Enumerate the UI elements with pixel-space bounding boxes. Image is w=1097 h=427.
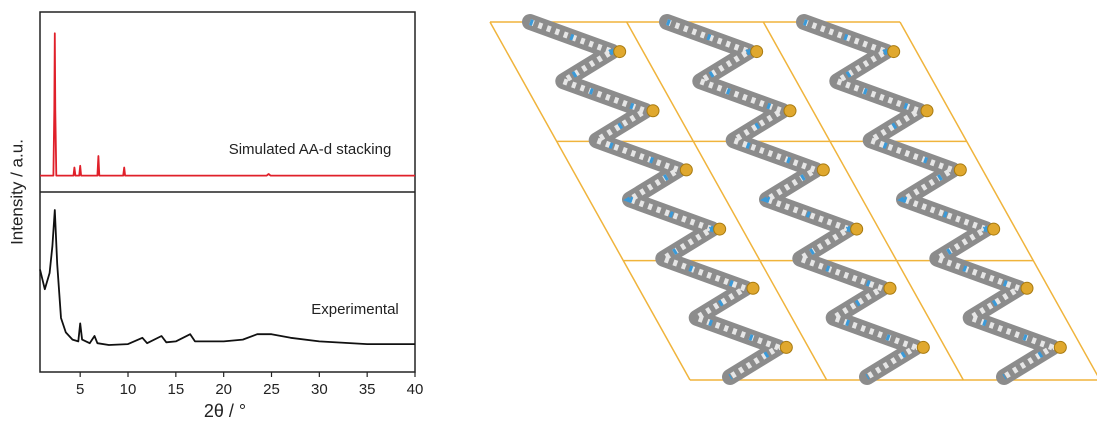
sulfur-atom (954, 164, 966, 176)
crystal-structure (490, 22, 1097, 380)
data-line (40, 210, 415, 345)
sulfur-atom (614, 46, 626, 58)
sulfur-atom (817, 164, 829, 176)
sulfur-atom (680, 164, 692, 176)
series-label: Simulated AA-d stacking (229, 141, 392, 158)
molecule-chain (530, 22, 778, 377)
x-tick-label: 40 (407, 381, 424, 398)
x-tick-label: 15 (167, 381, 184, 398)
lattice-line (490, 22, 690, 380)
sulfur-atom (888, 46, 900, 58)
sulfur-atom (884, 282, 896, 294)
sulfur-atom (921, 105, 933, 117)
x-tick-label: 35 (359, 381, 376, 398)
x-axis-label: 2θ / ° (204, 401, 246, 421)
sulfur-atom (917, 341, 929, 353)
sulfur-atom (780, 341, 792, 353)
sulfur-atom (647, 105, 659, 117)
figure: Intensity / a.u. 2θ / ° Simulated AA-d s… (0, 0, 1097, 427)
x-tick-label: 20 (215, 381, 232, 398)
series-label: Experimental (311, 301, 399, 318)
sulfur-atom (784, 105, 796, 117)
sulfur-atom (747, 282, 759, 294)
sulfur-atom (714, 223, 726, 235)
sulfur-atom (751, 46, 763, 58)
x-tick-label: 30 (311, 381, 328, 398)
y-axis-label: Intensity / a.u. (7, 139, 26, 245)
sulfur-atom (988, 223, 1000, 235)
x-tick-label: 10 (120, 381, 137, 398)
sulfur-atom (1054, 341, 1066, 353)
x-tick-label: 25 (263, 381, 280, 398)
x-tick-label: 5 (76, 381, 84, 398)
sulfur-atom (851, 223, 863, 235)
sulfur-atom (1021, 282, 1033, 294)
